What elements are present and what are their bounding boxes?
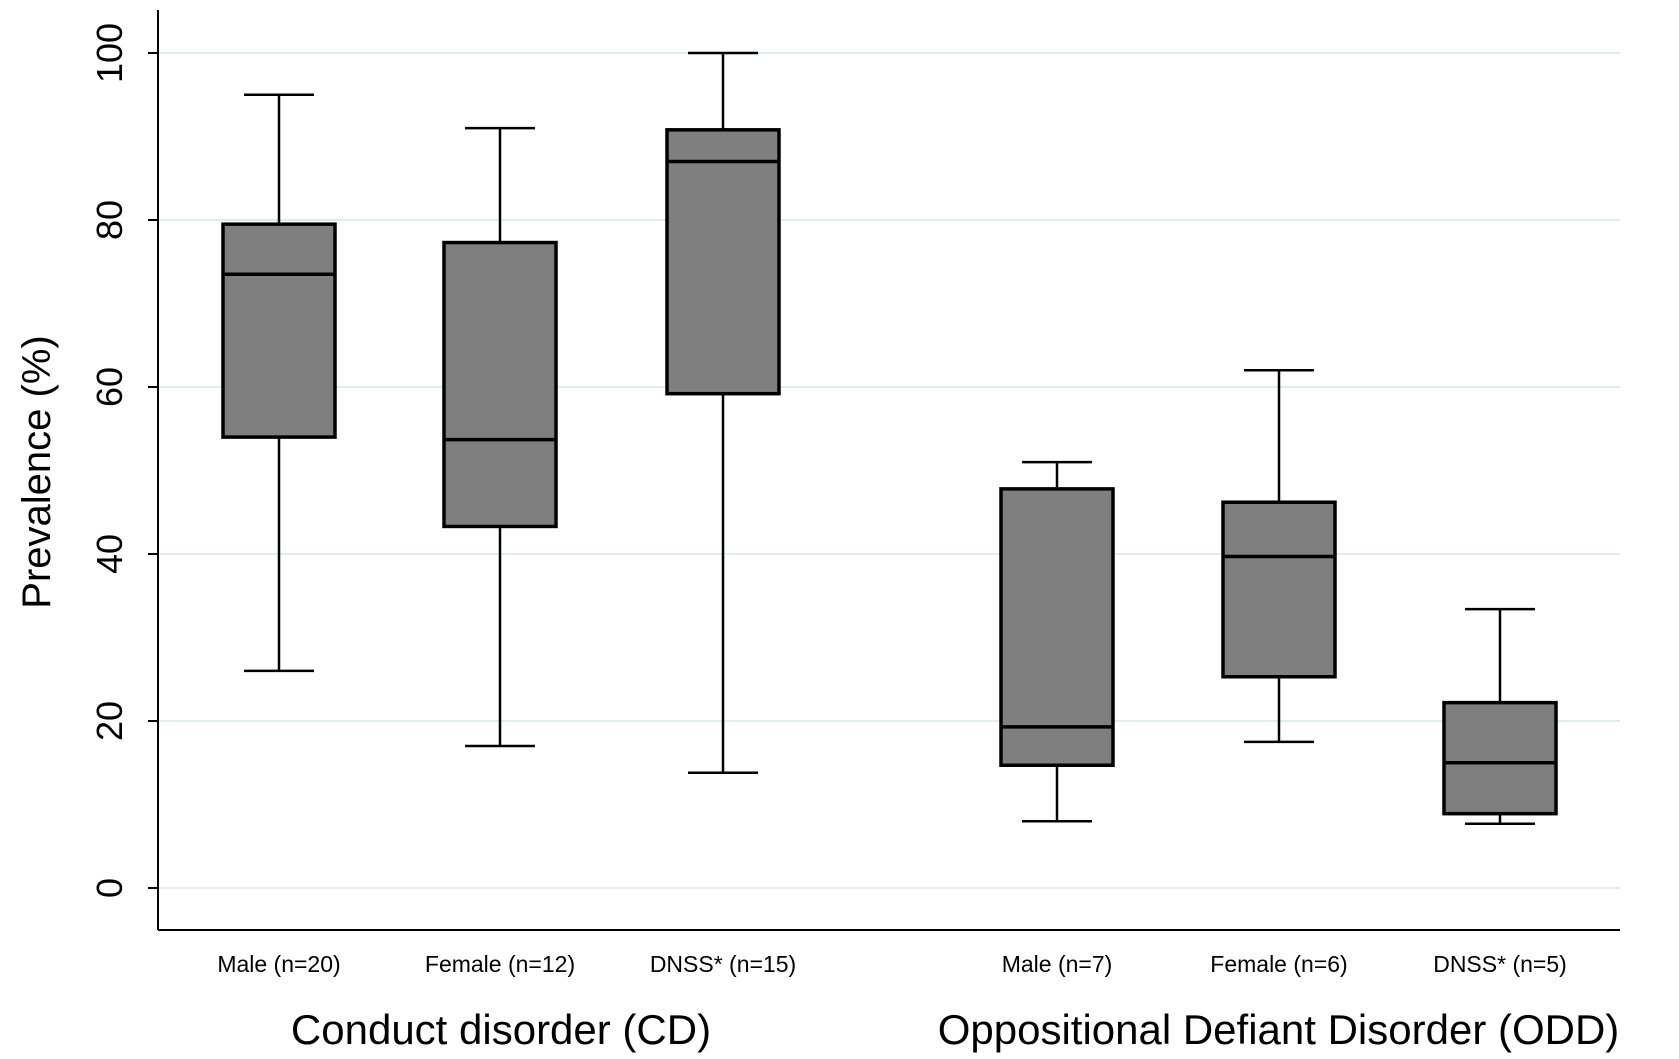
- box-1: [442, 126, 558, 748]
- y-tick-label: 20: [89, 701, 130, 741]
- y-tick-labels: 0 20 40 60 80 100: [89, 23, 158, 898]
- x-tick-label: DNSS* (n=5): [1433, 951, 1567, 977]
- x-tick-label: Male (n=7): [1002, 951, 1113, 977]
- group-label: Oppositional Defiant Disorder (ODD): [938, 1006, 1620, 1053]
- x-tick-label: Female (n=6): [1210, 951, 1347, 977]
- box-2: [665, 51, 781, 775]
- y-tick-label: 100: [89, 23, 130, 83]
- iqr-box: [221, 222, 337, 439]
- group-label: Conduct disorder (CD): [291, 1006, 711, 1053]
- group-labels: Conduct disorder (CD) Oppositional Defian…: [291, 1006, 1619, 1053]
- iqr-box: [999, 487, 1115, 768]
- x-tick-labels: Male (n=20) Female (n=12) DNSS* (n=15) Male…: [217, 951, 1566, 977]
- box-5: [1442, 607, 1558, 825]
- y-axis-label: Prevalence (%): [15, 335, 59, 608]
- boxes: [221, 51, 1558, 825]
- y-tick-label: 40: [89, 534, 130, 574]
- y-tick-label: 60: [89, 367, 130, 407]
- x-tick-label: Female (n=12): [425, 951, 575, 977]
- x-tick-label: DNSS* (n=15): [650, 951, 796, 977]
- y-tick-label: 80: [89, 200, 130, 240]
- iqr-box: [1442, 700, 1558, 816]
- y-tick-label: 0: [89, 878, 130, 898]
- box-4: [1221, 369, 1337, 744]
- gridlines: [158, 52, 1620, 889]
- iqr-box: [1221, 500, 1337, 679]
- x-tick-label: Male (n=20): [217, 951, 340, 977]
- box-3: [999, 460, 1115, 823]
- iqr-box: [442, 240, 558, 529]
- iqr-box: [665, 128, 781, 396]
- box-0: [221, 93, 337, 673]
